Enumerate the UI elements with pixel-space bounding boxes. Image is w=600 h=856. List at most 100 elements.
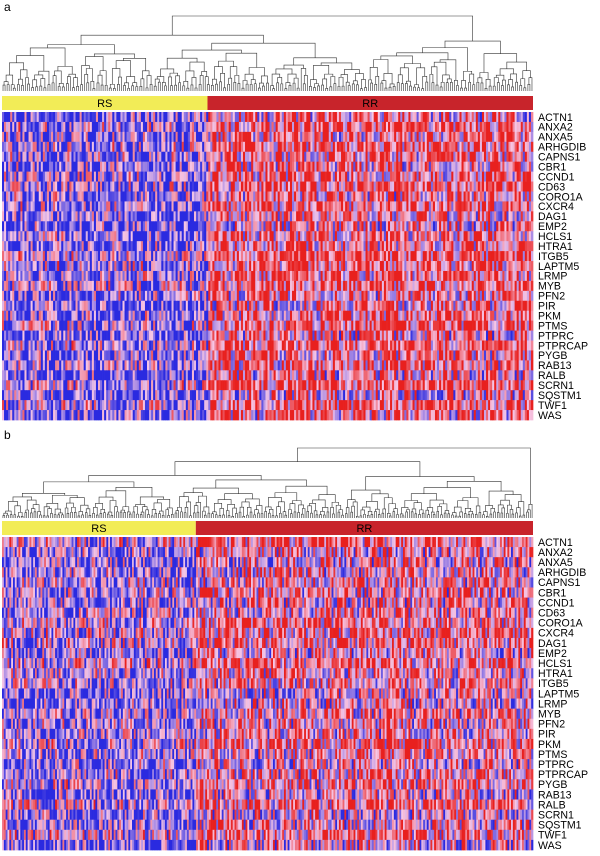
heatmap-cell — [181, 141, 185, 153]
heatmap-cell — [441, 131, 444, 143]
heatmap-cell — [210, 261, 213, 272]
heatmap-cell — [508, 112, 511, 123]
heatmap-cell — [353, 191, 356, 202]
heatmap-cell — [500, 191, 503, 202]
heatmap-cell — [224, 261, 227, 272]
heatmap-cell — [8, 112, 11, 123]
heatmap-cell — [204, 280, 207, 292]
heatmap-cell — [222, 151, 225, 163]
heatmap-cell — [153, 181, 156, 192]
heatmap-cell — [277, 241, 281, 252]
heatmap-cell — [455, 121, 458, 133]
heatmap-cell — [163, 151, 166, 163]
heatmap-cell — [459, 201, 462, 212]
heatmap-cell — [467, 191, 471, 202]
heatmap-cell — [198, 171, 201, 182]
heatmap-cell — [210, 201, 213, 212]
heatmap-cell — [349, 151, 352, 163]
heatmap-cell — [434, 261, 438, 272]
heatmap-cell — [418, 201, 422, 212]
dendrogram-branch — [380, 82, 384, 91]
heatmap-cell — [57, 171, 60, 182]
heatmap-cell — [206, 112, 209, 123]
heatmap-cell — [238, 270, 242, 282]
heatmap-cell — [259, 121, 262, 133]
heatmap-cell — [516, 241, 520, 252]
heatmap-cell — [404, 191, 407, 202]
heatmap-cell — [134, 161, 138, 172]
heatmap-cell — [216, 221, 219, 232]
heatmap-cell — [367, 251, 370, 262]
heatmap-cell — [83, 251, 87, 262]
heatmap-cell — [196, 181, 199, 192]
heatmap-cell — [351, 141, 354, 153]
dendrogram-branch — [85, 56, 104, 71]
heatmap-cell — [155, 241, 158, 252]
heatmap-cell — [528, 251, 532, 262]
dendrogram-branch — [523, 87, 527, 91]
heatmap-cell — [265, 201, 268, 212]
heatmap-cell — [479, 280, 483, 292]
heatmap-cell — [130, 112, 134, 123]
heatmap-cell — [512, 261, 515, 272]
heatmap-cell — [179, 151, 183, 163]
heatmap-cell — [110, 121, 113, 133]
heatmap-cell — [12, 131, 15, 143]
heatmap-cell — [361, 231, 364, 242]
heatmap-cell — [445, 171, 448, 182]
heatmap-cell — [2, 290, 5, 302]
heatmap-cell — [232, 270, 236, 282]
heatmap-cell — [471, 221, 475, 232]
dendrogram-branch — [485, 78, 491, 89]
heatmap-cell — [134, 241, 138, 252]
heatmap-cell — [443, 280, 446, 292]
heatmap-cell — [124, 171, 127, 182]
heatmap-cell — [51, 290, 54, 302]
heatmap-cell — [481, 270, 485, 282]
heatmap-cell — [292, 270, 295, 282]
heatmap-cell — [269, 161, 272, 172]
heatmap-cell — [206, 251, 209, 262]
heatmap-cell — [210, 112, 213, 123]
heatmap-cell — [324, 161, 328, 172]
heatmap-cell — [469, 280, 473, 292]
heatmap-cell — [437, 161, 440, 172]
heatmap-cell — [310, 211, 313, 222]
heatmap-cell — [287, 191, 291, 202]
heatmap-cell — [375, 181, 379, 192]
dendrogram-branch — [266, 82, 269, 91]
heatmap-cell — [153, 191, 156, 202]
heatmap-cell — [12, 171, 15, 182]
heatmap-cell — [24, 112, 27, 123]
heatmap-cell — [432, 231, 436, 242]
heatmap-cell — [89, 280, 93, 292]
dendrogram-branch — [198, 84, 202, 91]
heatmap-cell — [463, 231, 466, 242]
heatmap-cell — [488, 251, 491, 262]
heatmap-cell — [402, 261, 405, 272]
heatmap-cell — [530, 171, 534, 182]
heatmap-cell — [91, 290, 95, 302]
heatmap-cell — [212, 251, 215, 262]
heatmap-cell — [383, 231, 387, 242]
heatmap-cell — [18, 121, 21, 133]
heatmap-cell — [518, 270, 522, 282]
heatmap-cell — [410, 112, 413, 123]
dendrogram-branch — [431, 66, 438, 86]
heatmap-cell — [357, 112, 360, 123]
dendrogram-branch — [18, 78, 23, 86]
heatmap-cell — [112, 191, 115, 202]
heatmap-cell — [355, 241, 358, 252]
heatmap-cell — [404, 131, 407, 143]
heatmap-cell — [496, 280, 499, 292]
heatmap-cell — [439, 270, 442, 282]
heatmap-cell — [369, 211, 373, 222]
heatmap-cell — [116, 251, 119, 262]
dendrogram-branch — [241, 87, 245, 91]
heatmap-cell — [138, 141, 142, 153]
heatmap-cell — [179, 171, 183, 182]
heatmap-cell — [349, 141, 352, 153]
heatmap-cell — [430, 112, 434, 123]
heatmap-cell — [232, 211, 236, 222]
heatmap-cell — [516, 251, 520, 262]
